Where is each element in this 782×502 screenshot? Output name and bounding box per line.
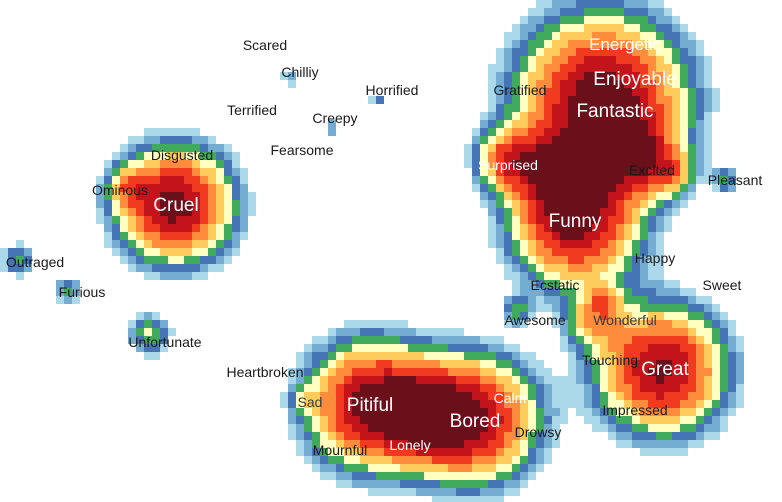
emotion-density-map: ScaredChilliyHorrifiedTerrifiedCreepyFea… [0,0,782,502]
heatmap-canvas [0,0,782,502]
